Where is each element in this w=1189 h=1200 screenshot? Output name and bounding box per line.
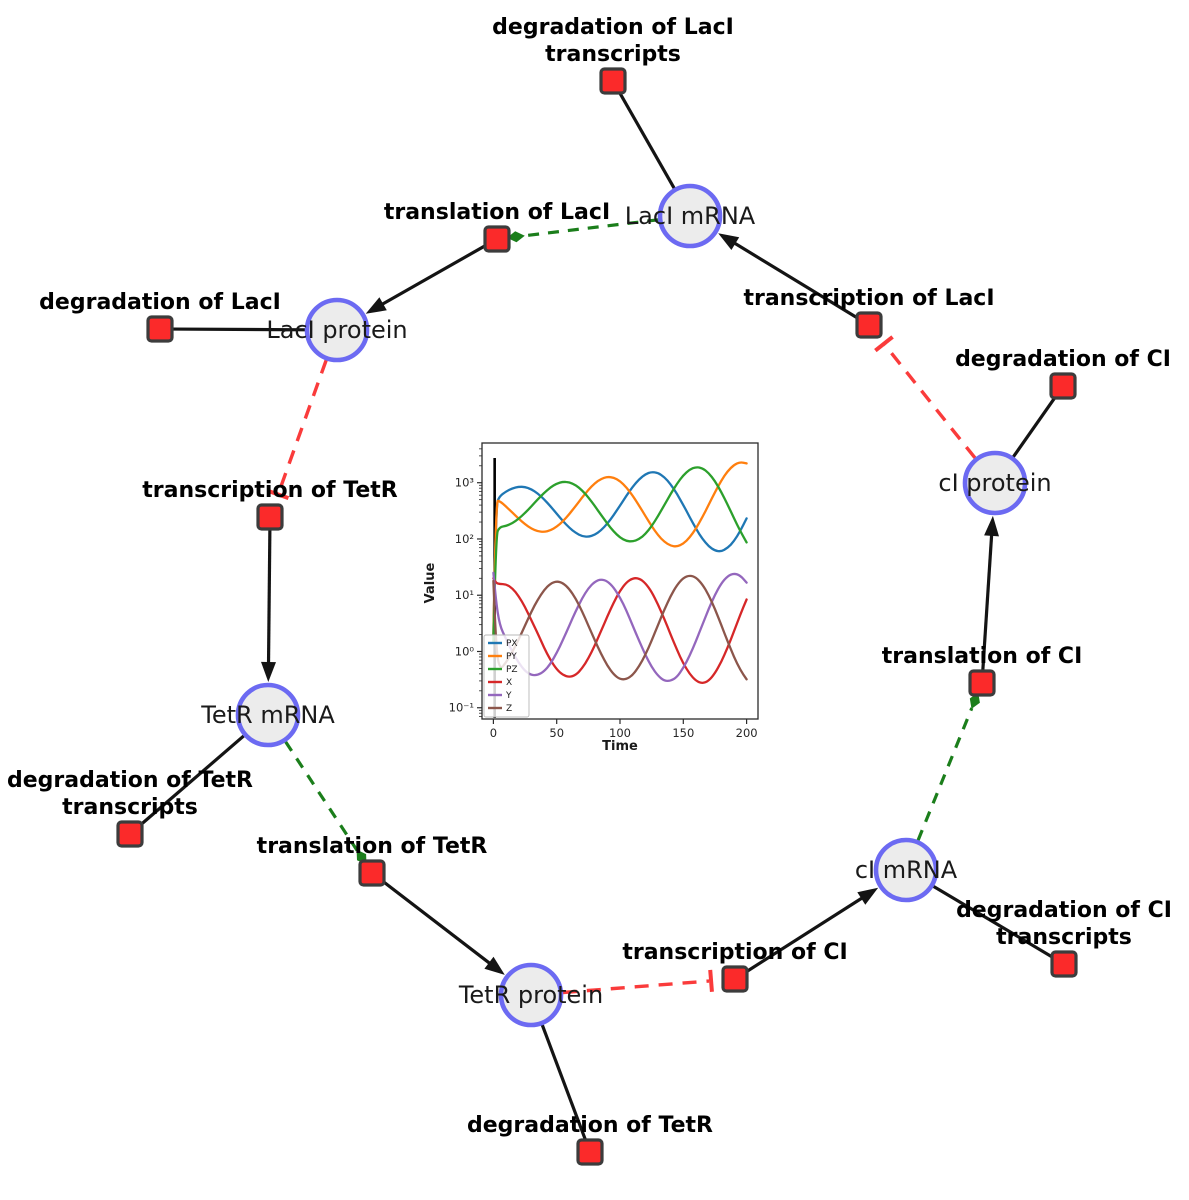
reaction-label-translation-tetr: translation of TetR	[257, 834, 488, 859]
reaction-node-transcription-laci	[855, 311, 883, 339]
reaction-label-deg-laci-transcripts: transcripts	[545, 42, 681, 67]
reaction-label-transcription-tetr: transcription of TetR	[142, 478, 398, 503]
edge-transcription-tetr-tetr-mrna	[266, 529, 272, 666]
edge-laci-mrna-translation-laci	[523, 218, 659, 238]
legend-label-Z: Z	[506, 704, 512, 714]
reaction-label-deg-ci-transcripts: degradation of CI	[956, 898, 1172, 923]
edge-tetr-mrna-translation-tetr	[284, 740, 359, 852]
legend-label-X: X	[506, 678, 512, 688]
reaction-node-deg-tetr-transcripts	[116, 820, 144, 848]
edge-translation-tetr-tetr-protein	[381, 879, 493, 966]
reaction-node-transcription-ci	[721, 965, 749, 993]
series-line-Y	[492, 571, 748, 683]
species-label-tetr-mrna: TetR mRNA	[200, 701, 335, 729]
y-axis-label: Value	[423, 562, 438, 603]
reaction-label-deg-tetr-transcripts: degradation of TetR	[7, 768, 253, 793]
edge-ci-protein-deg-ci	[1010, 395, 1057, 460]
species-node-tetr-mrna	[235, 682, 301, 748]
y-tick-label: 10³	[455, 476, 475, 490]
edge-ci-protein-transcription-laci	[883, 344, 977, 460]
reaction-label-deg-ci-transcripts: transcripts	[996, 925, 1132, 950]
reaction-node-deg-ci-transcripts	[1050, 950, 1078, 978]
x-tick-label: 100	[609, 726, 631, 740]
species-node-tetr-protein	[498, 962, 564, 1028]
legend-label-PX: PX	[506, 639, 518, 649]
series-line-X	[492, 577, 748, 684]
y-tick-label: 10¹	[455, 588, 474, 602]
edge-transcription-ci-ci-mrna	[745, 895, 865, 974]
reaction-label-deg-ci: degradation of CI	[955, 347, 1171, 372]
edge-translation-ci-ci-protein	[981, 532, 994, 671]
reaction-label-deg-laci: degradation of LacI	[39, 290, 281, 315]
series-line-PX	[492, 471, 748, 636]
series-layer	[492, 461, 748, 684]
species-label-tetr-protein: TetR protein	[458, 981, 603, 1009]
edge-translation-laci-laci-protein	[379, 244, 487, 307]
reaction-node-transcription-tetr	[256, 503, 284, 531]
edge-laci-mrna-deg-laci-transcripts	[618, 91, 677, 191]
edge-tetr-protein-transcription-ci	[562, 979, 710, 995]
edge-tetr-mrna-deg-tetr-transcripts	[138, 733, 247, 827]
inhibition-tee-icon	[267, 488, 290, 500]
production-arrowhead-icon	[718, 233, 740, 250]
species-node-laci-protein	[304, 297, 370, 363]
reaction-node-deg-ci	[1049, 372, 1077, 400]
production-arrowhead-icon	[857, 887, 879, 905]
legend-label-PZ: PZ	[506, 665, 518, 675]
reaction-label-transcription-ci: transcription of CI	[622, 940, 847, 965]
y-tick-label: 10²	[455, 532, 474, 546]
reaction-node-deg-laci-transcripts	[599, 67, 627, 95]
species-label-ci-mrna: cI mRNA	[855, 856, 958, 884]
edge-tetr-protein-deg-tetr	[540, 1022, 587, 1141]
reaction-label-deg-laci-transcripts: degradation of LacI	[492, 15, 734, 40]
legend-label-Y: Y	[505, 691, 512, 701]
production-arrowhead-icon	[261, 661, 276, 682]
production-arrowhead-icon	[365, 297, 387, 314]
reaction-label-translation-ci: translation of CI	[882, 644, 1083, 669]
species-label-laci-protein: LacI protein	[266, 316, 407, 344]
reaction-node-translation-tetr	[358, 859, 386, 887]
legend: PX PY PZ XYZ	[483, 634, 530, 718]
catalysis-diamond-icon	[506, 231, 525, 243]
edge-laci-protein-transcription-tetr	[277, 359, 328, 494]
inhibition-tee-icon	[874, 335, 894, 353]
species-node-laci-mrna	[657, 183, 723, 249]
edge-transcription-laci-laci-mrna	[731, 240, 859, 320]
production-arrowhead-icon	[484, 956, 505, 975]
species-node-ci-mrna	[873, 837, 939, 903]
species-label-ci-protein: cI protein	[938, 469, 1051, 497]
reaction-node-deg-tetr	[576, 1138, 604, 1166]
species-node-ci-protein	[962, 450, 1028, 516]
reaction-label-deg-tetr-transcripts: transcripts	[62, 795, 198, 820]
series-line-Z	[492, 574, 748, 681]
reaction-label-translation-laci: translation of LacI	[384, 200, 610, 225]
reaction-node-translation-ci	[968, 669, 996, 697]
y-tick-label: 10⁰	[455, 644, 475, 658]
x-axis-label: Time	[602, 739, 638, 754]
edge-laci-protein-deg-laci	[172, 327, 308, 332]
nodes-layer	[116, 67, 1078, 1166]
production-arrowhead-icon	[984, 515, 999, 537]
species-label-laci-mrna: LacI mRNA	[625, 202, 756, 230]
edge-ci-mrna-translation-ci	[916, 707, 974, 841]
x-tick-label: 150	[672, 726, 694, 740]
series-line-PY	[492, 461, 748, 636]
reaction-label-deg-tetr: degradation of TetR	[467, 1113, 713, 1138]
x-tick-label: 0	[490, 726, 497, 740]
labels-layer: degradation of LacItranscriptstranslatio…	[7, 15, 1172, 1138]
reaction-label-transcription-laci: transcription of LacI	[743, 286, 994, 311]
reaction-node-translation-laci	[483, 225, 511, 253]
legend-label-PY: PY	[506, 652, 517, 662]
y-tick-label: 10⁻¹	[449, 701, 474, 715]
x-tick-label: 200	[736, 726, 758, 740]
series-line-PZ	[492, 466, 748, 643]
inhibition-tee-icon	[708, 969, 714, 992]
edge-ci-mrna-deg-ci-transcripts	[930, 883, 1054, 959]
reaction-node-deg-laci	[146, 315, 174, 343]
x-tick-label: 50	[549, 726, 564, 740]
timeseries-inset-chart: 0 50 100 150 20010³10²10¹10⁰10⁻¹TimeValuePXP…	[420, 438, 770, 760]
